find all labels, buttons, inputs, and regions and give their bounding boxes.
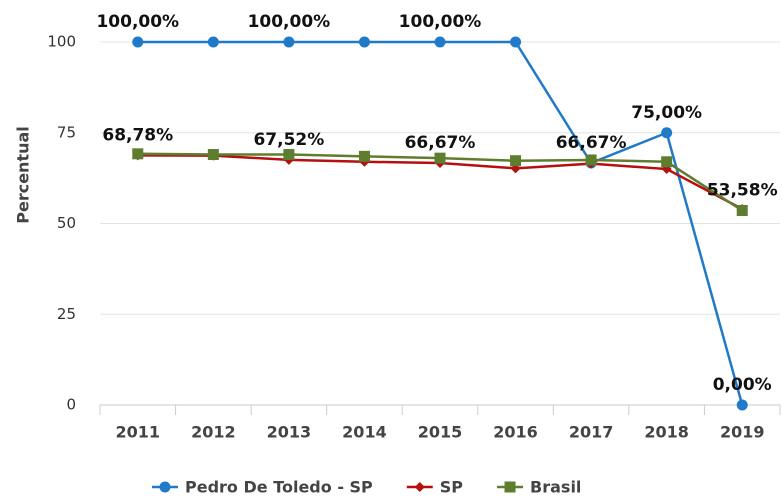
- point: [132, 148, 144, 160]
- x-tick-label: 2017: [569, 423, 614, 442]
- data-label: 100,00%: [399, 12, 482, 32]
- data-label: 66,67%: [405, 133, 476, 153]
- data-label: 100,00%: [96, 12, 179, 32]
- y-axis-label: Percentual: [14, 126, 33, 224]
- y-tick-label: 25: [57, 305, 76, 323]
- x-tick-label: 2015: [418, 423, 463, 442]
- y-tick-label: 75: [57, 123, 76, 141]
- point: [510, 155, 522, 167]
- point: [283, 36, 295, 48]
- data-label: 68,78%: [102, 125, 173, 145]
- point: [585, 154, 597, 166]
- point: [283, 149, 295, 161]
- point: [510, 36, 522, 48]
- legend-marker: [504, 481, 516, 493]
- point: [661, 156, 673, 168]
- legend-label: Pedro De Toledo - SP: [185, 478, 373, 497]
- point: [434, 152, 446, 164]
- legend-marker: [159, 481, 171, 493]
- point: [358, 36, 370, 48]
- data-label: 67,52%: [253, 130, 324, 150]
- x-tick-label: 2019: [720, 423, 765, 442]
- legend-label: SP: [440, 478, 464, 497]
- data-label: 75,00%: [631, 103, 702, 123]
- point: [736, 399, 748, 411]
- point: [434, 36, 446, 48]
- point: [207, 149, 219, 161]
- point: [661, 127, 673, 139]
- point: [736, 205, 748, 217]
- data-label: 53,58%: [707, 181, 778, 201]
- data-label: 66,67%: [556, 133, 627, 153]
- legend-label: Brasil: [530, 478, 581, 497]
- point: [358, 150, 370, 162]
- y-tick-label: 0: [66, 396, 76, 414]
- data-label: 100,00%: [248, 12, 331, 32]
- point: [207, 36, 219, 48]
- x-tick-label: 2018: [644, 423, 689, 442]
- y-tick-label: 100: [47, 33, 76, 51]
- x-tick-label: 2012: [191, 423, 236, 442]
- x-tick-label: 2014: [342, 423, 387, 442]
- point: [132, 36, 144, 48]
- y-tick-label: 50: [57, 214, 76, 232]
- x-tick-label: 2016: [493, 423, 538, 442]
- x-tick-label: 2011: [116, 423, 161, 442]
- x-tick-label: 2013: [267, 423, 312, 442]
- data-label: 0,00%: [713, 375, 772, 395]
- legend-marker: [414, 482, 425, 492]
